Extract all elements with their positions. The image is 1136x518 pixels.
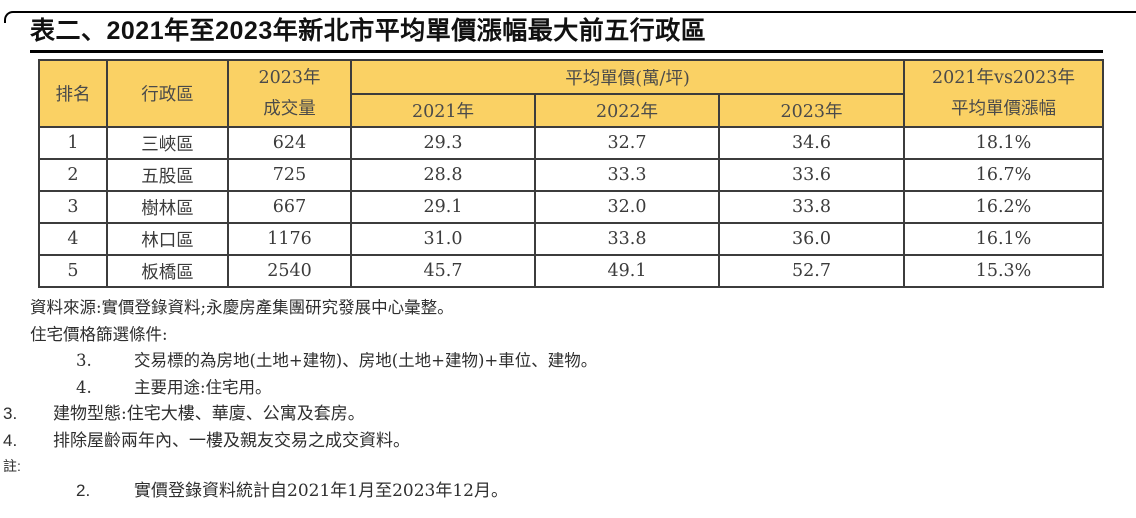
filter-item-number: 3. [76, 351, 92, 370]
col-header-growth-line1: 2021年vs2023年 [932, 67, 1075, 88]
filter-item: 4. 主要用途:住宅用。 [0, 375, 1136, 402]
col-header-2021: 2021年 [350, 93, 536, 128]
filter-item-number: 4. [76, 377, 92, 397]
filter-item-number: 4. [3, 430, 18, 450]
cell-price-2023: 36.0 [718, 222, 905, 256]
filter-item-margin: 3. 建物型態:住宅大樓、華廈、公寓及套房。 [0, 401, 1136, 428]
cell-volume: 667 [227, 190, 352, 224]
cell-rank: 2 [38, 158, 108, 192]
cell-price-2021: 31.0 [350, 222, 536, 256]
cell-district: 樹林區 [106, 190, 229, 224]
cell-price-2023: 52.7 [718, 254, 905, 288]
col-header-volume-line1: 2023年 [258, 67, 321, 88]
note-item: 2. 實價登錄資料統計自2021年1月至2023年12月。 [0, 478, 1136, 505]
col-header-growth-line2: 平均單價漲幅 [951, 98, 1056, 119]
cell-price-2022: 49.1 [534, 254, 720, 288]
table-row: 3 樹林區 667 29.1 32.0 33.8 16.2% [38, 190, 1104, 224]
table-body: 1 三峽區 624 29.3 32.7 34.6 18.1% 2 五股區 725… [38, 126, 1104, 288]
note-label: 註: [3, 458, 21, 474]
cell-growth: 16.7% [903, 158, 1104, 192]
page-title: 表二、2021年至2023年新北市平均單價漲幅最大前五行政區 [30, 17, 707, 45]
col-header-rank: 排名 [38, 59, 108, 128]
table-row: 1 三峽區 624 29.3 32.7 34.6 18.1% [38, 126, 1104, 160]
note-item-text: 實價登錄資料統計自2021年1月至2023年12月。 [134, 481, 508, 501]
card-top-border [4, 11, 1136, 23]
title-underline: 表二、2021年至2023年新北市平均單價漲幅最大前五行政區 [30, 11, 1103, 53]
cell-volume: 725 [227, 158, 352, 192]
cell-price-2022: 33.8 [534, 222, 720, 256]
table-row: 2 五股區 725 28.8 33.3 33.6 16.7% [38, 158, 1104, 192]
cell-district: 板橋區 [106, 254, 229, 288]
cell-price-2021: 28.8 [350, 158, 536, 192]
filter-item-text: 排除屋齡兩年內、一樓及親友交易之成交資料。 [53, 430, 410, 451]
cell-price-2023: 33.6 [718, 158, 905, 192]
col-header-2023: 2023年 [718, 93, 905, 128]
cell-growth: 16.1% [903, 222, 1104, 256]
filter-item-margin: 4. 排除屋齡兩年內、一樓及親友交易之成交資料。 [0, 428, 1136, 455]
cell-volume: 2540 [227, 254, 352, 288]
cell-district: 林口區 [106, 222, 229, 256]
price-table: 排名 行政區 2023年 成交量 平均單價(萬/坪) 2021年vs2023年 … [38, 59, 1104, 288]
col-header-growth: 2021年vs2023年 平均單價漲幅 [903, 59, 1104, 128]
cell-district: 五股區 [106, 158, 229, 192]
cell-growth: 18.1% [903, 126, 1104, 160]
cell-price-2023: 34.6 [718, 126, 905, 160]
footnotes: 資料來源:實價登錄資料;永慶房產集團研究發展中心彙整。 住宅價格篩選條件: 3.… [0, 295, 1136, 505]
cell-growth: 16.2% [903, 190, 1104, 224]
col-header-district: 行政區 [106, 59, 229, 128]
filter-item-number: 3. [3, 404, 18, 423]
cell-volume: 624 [227, 126, 352, 160]
filter-item-text: 交易標的為房地(土地+建物)、房地(土地+建物)+車位、建物。 [134, 351, 598, 370]
table-row: 4 林口區 1176 31.0 33.8 36.0 16.1% [38, 222, 1104, 256]
note-item-number: 2. [76, 481, 91, 500]
col-header-volume: 2023年 成交量 [227, 59, 352, 128]
cell-price-2021: 29.1 [350, 190, 536, 224]
data-source-line: 資料來源:實價登錄資料;永慶房產集團研究發展中心彙整。 [30, 298, 454, 317]
col-header-avg-price-group: 平均單價(萬/坪) [350, 59, 905, 95]
report-page: { "page": { "title": "表二、2021年至2023年新北市平… [0, 11, 1136, 518]
cell-rank: 1 [38, 126, 108, 160]
cell-growth: 15.3% [903, 254, 1104, 288]
col-header-volume-line2: 成交量 [263, 98, 316, 119]
cell-rank: 3 [38, 190, 108, 224]
table-row: 5 板橋區 2540 45.7 49.1 52.7 15.3% [38, 254, 1104, 288]
cell-price-2021: 29.3 [350, 126, 536, 160]
cell-district: 三峽區 [106, 126, 229, 160]
cell-volume: 1176 [227, 222, 352, 256]
cell-price-2022: 32.0 [534, 190, 720, 224]
cell-rank: 4 [38, 222, 108, 256]
cell-price-2022: 32.7 [534, 126, 720, 160]
filter-item: 3. 交易標的為房地(土地+建物)、房地(土地+建物)+車位、建物。 [0, 348, 1136, 375]
table-header: 排名 行政區 2023年 成交量 平均單價(萬/坪) 2021年vs2023年 … [38, 59, 1104, 128]
cell-price-2023: 33.8 [718, 190, 905, 224]
col-header-2022: 2022年 [534, 93, 720, 128]
cell-price-2021: 45.7 [350, 254, 536, 288]
filter-item-text: 建物型態:住宅大樓、華廈、公寓及套房。 [53, 404, 365, 424]
filter-conditions-title: 住宅價格篩選條件: [30, 324, 168, 344]
cell-rank: 5 [38, 254, 108, 288]
cell-price-2022: 33.3 [534, 158, 720, 192]
filter-item-text: 主要用途:住宅用。 [134, 377, 272, 397]
